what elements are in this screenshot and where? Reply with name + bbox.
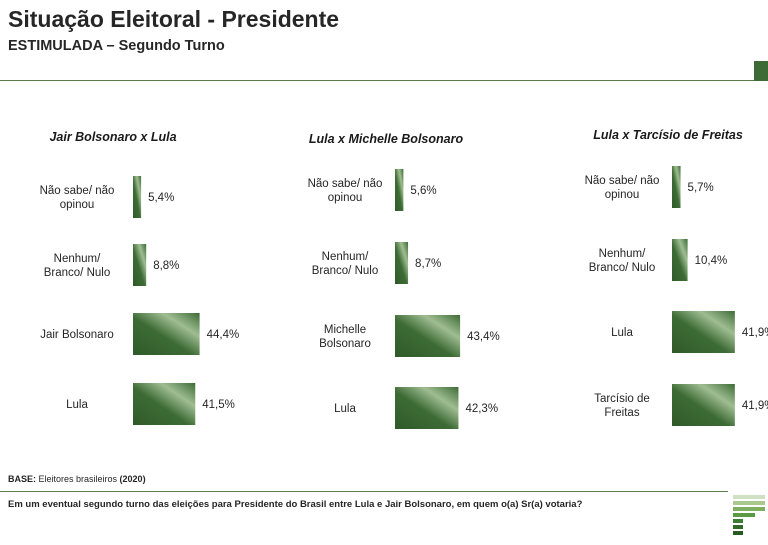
category-label: Não sabe/ não opinou — [308, 178, 383, 204]
category-label: Tarcísio de Freitas — [594, 393, 650, 419]
category-label: Jair Bolsonaro — [40, 329, 114, 341]
charts-area: Jair Bolsonaro x Lula 5,4% Não sabe/ não op… — [40, 128, 768, 429]
chart-title: Jair Bolsonaro x Lula — [49, 130, 176, 144]
value-label: 5,4% — [148, 192, 174, 204]
category-label: Lula — [66, 399, 88, 411]
bar — [672, 311, 735, 353]
stacked-bars-logo-icon — [733, 495, 765, 535]
category-label: Michelle Bolsonaro — [319, 324, 371, 350]
value-label: 10,4% — [695, 255, 728, 267]
category-label: Não sabe/ não opinou — [40, 185, 115, 211]
category-label: Nenhum/Branco/ Nulo — [589, 248, 655, 274]
bar — [672, 239, 688, 281]
value-label: 44,4% — [207, 329, 240, 341]
category-label: Não sabe/ não opinou — [585, 175, 660, 201]
chart-3: Lula x Tarcísio de Freitas 5,7% Não sabe/ … — [585, 128, 768, 426]
value-label: 41,5% — [202, 399, 235, 411]
bar — [133, 383, 196, 425]
bar — [395, 387, 459, 429]
header-accent-block — [754, 61, 768, 81]
bar — [133, 176, 142, 218]
bar — [672, 166, 681, 208]
value-label: 8,7% — [415, 258, 441, 270]
value-label: 42,3% — [465, 403, 498, 415]
base-count: (2020) — [119, 474, 146, 484]
bar — [395, 169, 404, 211]
bar — [133, 244, 147, 286]
value-label: 5,6% — [410, 185, 436, 197]
value-label: 43,4% — [467, 331, 500, 343]
header-divider — [0, 80, 754, 81]
chart-title: Lula x Tarcísio de Freitas — [593, 128, 743, 142]
bar — [395, 242, 409, 284]
chart-1: Jair Bolsonaro x Lula 5,4% Não sabe/ não op… — [40, 130, 240, 425]
page-subtitle: ESTIMULADA – Segundo Turno — [8, 38, 225, 54]
base-text: Eleitores brasileiros — [36, 474, 120, 484]
bar — [395, 315, 461, 357]
bar — [133, 313, 200, 355]
chart-2: Lula x Michelle Bolsonaro 5,6% Não sabe/ n… — [308, 132, 500, 429]
bar — [672, 384, 735, 426]
category-label: Lula — [611, 327, 633, 339]
footer-divider — [0, 491, 728, 492]
chart-title: Lula x Michelle Bolsonaro — [309, 132, 464, 146]
value-label: 41,9% — [742, 400, 768, 412]
survey-question: Em um eventual segundo turno das eleiçõe… — [8, 499, 583, 510]
value-label: 5,7% — [688, 182, 714, 194]
page-title: Situação Eleitoral - Presidente — [8, 6, 340, 32]
base-label: BASE: — [8, 474, 37, 484]
category-label: Lula — [334, 403, 356, 415]
value-label: 41,9% — [742, 327, 768, 339]
value-label: 8,8% — [153, 260, 179, 272]
base-note: BASE: Eleitores brasileiros (2020) — [8, 474, 146, 484]
category-label: Nenhum/Branco/ Nulo — [44, 253, 110, 279]
category-label: Nenhum/Branco/ Nulo — [312, 251, 378, 277]
